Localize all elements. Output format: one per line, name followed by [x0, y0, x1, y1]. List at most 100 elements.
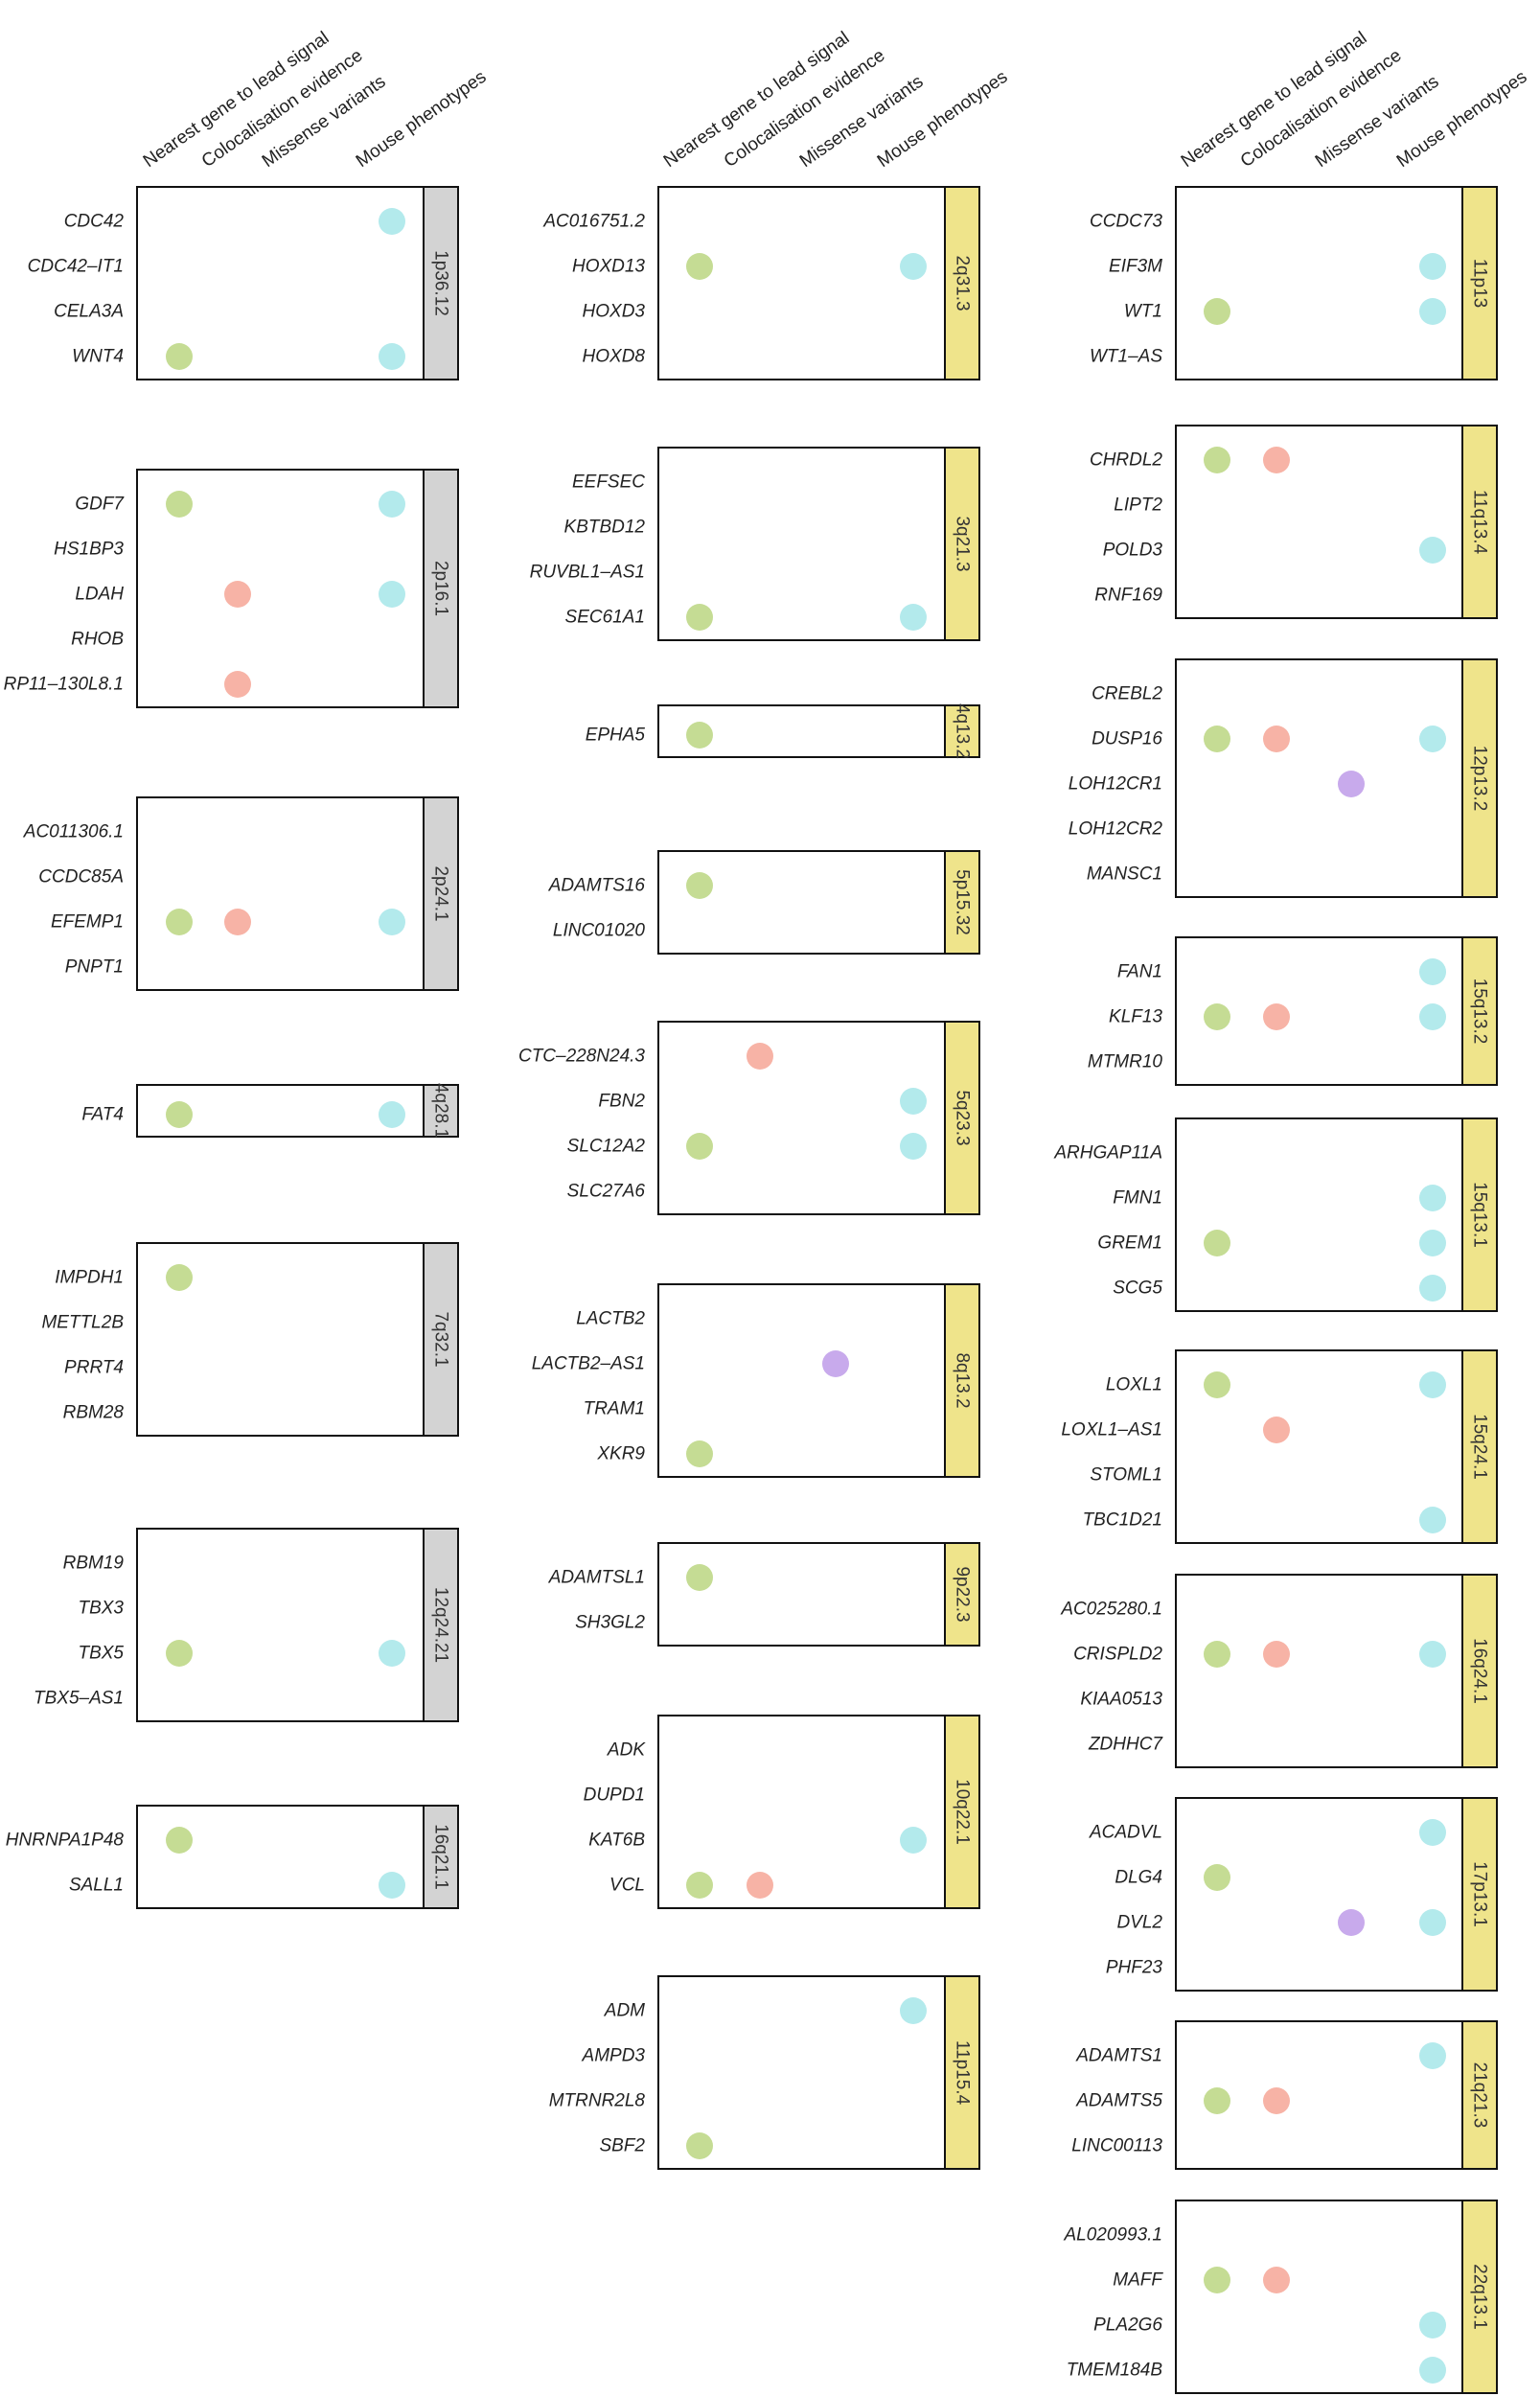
evidence-dot-mouse-phenotypes	[1419, 1507, 1446, 1533]
gene-label: LOH12CR1	[1069, 774, 1162, 795]
evidence-dot-mouse-phenotypes	[1419, 1185, 1446, 1211]
gene-label: MAFF	[1113, 2270, 1163, 2291]
region-label: 11q13.4	[1470, 490, 1490, 555]
panel-12q24-21: 12q24.21 RBM19 TBX3 TBX5 TBX5–AS1	[34, 1528, 459, 1722]
gene-label: CCDC73	[1090, 212, 1162, 232]
evidence-dot-mouse-phenotypes	[1419, 958, 1446, 985]
evidence-dot-nearest-gene-to-lead-signal	[686, 1440, 713, 1467]
gene-label: SBF2	[599, 2136, 645, 2156]
gene-label: HOXD3	[583, 302, 646, 322]
gene-label: TMEM184B	[1067, 2361, 1163, 2381]
panel-frame	[136, 1805, 459, 1909]
gene-label: LOXL1–AS1	[1061, 1420, 1162, 1440]
evidence-dot-mouse-phenotypes	[1419, 2357, 1446, 2384]
panel-2p16-1: 2p16.1 GDF7 HS1BP3 LDAH RHOB RP11–130L8.1	[4, 469, 459, 708]
panel-frame	[657, 1715, 980, 1909]
gene-label: KBTBD12	[564, 518, 646, 538]
gene-label: CDC42	[64, 212, 125, 232]
panel-frame	[657, 1021, 980, 1215]
region-label: 11p13	[1470, 259, 1490, 308]
panel-frame	[136, 796, 459, 991]
gene-label: RHOB	[71, 630, 124, 650]
gene-label: WT1–AS	[1090, 347, 1162, 367]
gene-label: STOML1	[1090, 1465, 1162, 1486]
gene-label: AC025280.1	[1060, 1600, 1162, 1620]
evidence-dot-missense-variants	[822, 1350, 849, 1377]
region-label: 5q23.3	[953, 1090, 973, 1145]
evidence-dot-colocalisation-evidence	[224, 581, 251, 608]
evidence-dot-mouse-phenotypes	[1419, 537, 1446, 564]
gene-label: ACADVL	[1089, 1823, 1162, 1843]
evidence-dot-colocalisation-evidence	[224, 909, 251, 935]
gene-label: KAT6B	[588, 1831, 645, 1851]
region-strip	[1461, 658, 1498, 898]
panel-frame	[657, 850, 980, 955]
evidence-dot-nearest-gene-to-lead-signal	[1204, 1864, 1230, 1891]
gene-label: MANSC1	[1087, 864, 1162, 885]
gene-label: LOH12CR2	[1069, 819, 1163, 840]
evidence-dot-nearest-gene-to-lead-signal	[686, 1133, 713, 1160]
panel-frame	[1175, 2020, 1498, 2170]
panel-frame	[1175, 1797, 1498, 1992]
region-label: 4q28.1	[431, 1083, 451, 1139]
region-label: 7q32.1	[431, 1311, 451, 1367]
evidence-dot-nearest-gene-to-lead-signal	[166, 1101, 193, 1128]
evidence-dot-nearest-gene-to-lead-signal	[1204, 1230, 1230, 1256]
evidence-dot-nearest-gene-to-lead-signal	[1204, 447, 1230, 473]
region-label: 10q22.1	[953, 1779, 973, 1845]
evidence-dot-mouse-phenotypes	[900, 604, 927, 631]
gene-label: LINC01020	[553, 921, 646, 941]
gene-label: HS1BP3	[54, 540, 124, 560]
gene-label: GREM1	[1097, 1233, 1162, 1254]
gene-label: TBC1D21	[1083, 1510, 1162, 1531]
evidence-dot-nearest-gene-to-lead-signal	[1204, 2087, 1230, 2114]
panel-5q23-3: 5q23.3 CTC–228N24.3 FBN2 SLC12A2 SLC27A6	[518, 1021, 980, 1215]
evidence-dot-nearest-gene-to-lead-signal	[686, 1872, 713, 1899]
region-label: 21q21.3	[1470, 2062, 1490, 2129]
evidence-dot-nearest-gene-to-lead-signal	[166, 491, 193, 518]
panel-11p15-4: 11p15.4 ADM AMPD3 MTRNR2L8 SBF2	[549, 1975, 980, 2170]
panel-frame	[1175, 936, 1498, 1086]
panel-4q28-1: 4q28.1 FAT4	[81, 1083, 459, 1139]
panel-frame	[1175, 1349, 1498, 1544]
evidence-dot-mouse-phenotypes	[379, 1101, 405, 1128]
evidence-dot-colocalisation-evidence	[747, 1043, 773, 1070]
gene-label: DUSP16	[1092, 729, 1162, 749]
region-strip	[944, 1715, 980, 1909]
evidence-dot-colocalisation-evidence	[1263, 1641, 1290, 1668]
evidence-dot-colocalisation-evidence	[747, 1872, 773, 1899]
evidence-dot-mouse-phenotypes	[900, 1133, 927, 1160]
gene-label: FAN1	[1117, 962, 1162, 982]
region-label: 3q21.3	[953, 516, 973, 571]
evidence-dot-mouse-phenotypes	[1419, 1371, 1446, 1398]
gene-label: SCG5	[1113, 1279, 1162, 1299]
evidence-dot-nearest-gene-to-lead-signal	[166, 909, 193, 935]
panel-2p24-1: 2p24.1 AC011306.1 CCDC85A EFEMP1 PNPT1	[23, 796, 459, 991]
gene-label: FMN1	[1113, 1188, 1162, 1209]
gene-label: LIPT2	[1114, 495, 1162, 516]
gene-label: LACTB2–AS1	[532, 1354, 645, 1374]
panel-frame	[136, 1084, 459, 1138]
evidence-dot-mouse-phenotypes	[379, 581, 405, 608]
gene-label: ADAMTS1	[1075, 2046, 1162, 2066]
gene-label: MTRNR2L8	[549, 2091, 646, 2111]
evidence-dot-mouse-phenotypes	[379, 1640, 405, 1667]
panel-frame	[136, 1528, 459, 1722]
panel-frame	[657, 186, 980, 380]
region-label: 16q24.1	[1470, 1638, 1490, 1704]
gene-label: DUPD1	[584, 1785, 645, 1806]
evidence-dot-nearest-gene-to-lead-signal	[686, 872, 713, 899]
gene-label: SEC61A1	[565, 608, 645, 628]
evidence-dot-colocalisation-evidence	[1263, 2087, 1290, 2114]
panel-frame	[657, 704, 980, 758]
evidence-dot-mouse-phenotypes	[1419, 726, 1446, 752]
panel-frame	[1175, 186, 1498, 380]
gene-label: AL020993.1	[1064, 2225, 1163, 2246]
panel-frame	[657, 1975, 980, 2170]
panel-11p13: 11p13 CCDC73 EIF3M WT1 WT1–AS	[1090, 186, 1498, 380]
gene-label: RP11–130L8.1	[4, 675, 124, 695]
region-strip	[1461, 2020, 1498, 2170]
gene-label: ZDHHC7	[1088, 1735, 1163, 1755]
region-strip	[944, 186, 980, 380]
